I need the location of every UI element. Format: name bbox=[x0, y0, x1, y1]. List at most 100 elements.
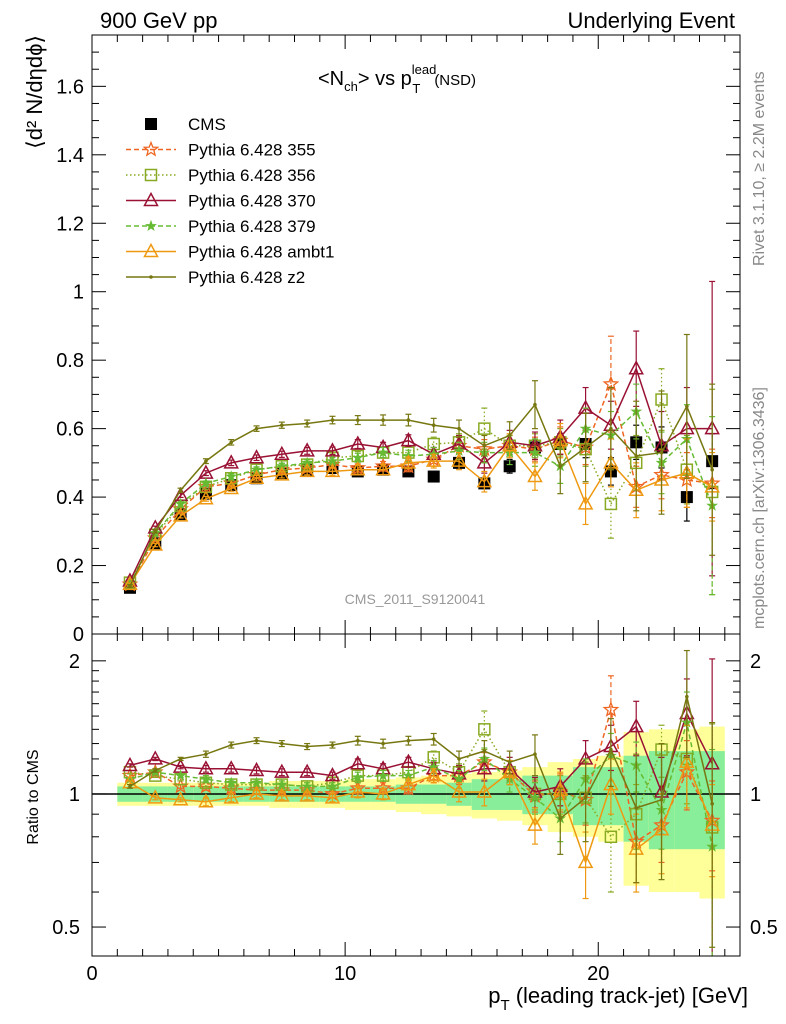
ratio-data-point bbox=[628, 718, 644, 733]
ratio-data-point bbox=[274, 763, 290, 778]
ratio-data-point bbox=[377, 769, 389, 781]
ratio-data-point bbox=[229, 743, 234, 747]
data-point bbox=[351, 451, 364, 463]
legend-entry-pythia-6-428-379: Pythia 6.428 379 bbox=[126, 217, 316, 236]
legend: CMS Pythia 6.428 355 Pythia 6.428 356 Pythi… bbox=[126, 115, 334, 287]
data-point bbox=[527, 467, 543, 483]
data-point bbox=[628, 360, 644, 375]
legend-marker bbox=[149, 275, 153, 279]
data-point bbox=[122, 575, 138, 591]
series-line bbox=[129, 366, 713, 582]
y-tick-label: 0.4 bbox=[56, 487, 84, 509]
ratio-data-point bbox=[275, 778, 288, 790]
ratio-data-point bbox=[679, 753, 695, 768]
x-tick-label: 20 bbox=[587, 963, 609, 985]
ratio-data-point bbox=[280, 741, 284, 746]
ratio-data-point bbox=[425, 767, 442, 782]
ratio-data-point bbox=[604, 830, 618, 844]
y-tick-label: 0.8 bbox=[56, 350, 84, 372]
data-point bbox=[478, 422, 491, 435]
legend-label: Pythia 6.428 379 bbox=[188, 217, 316, 236]
data-point bbox=[533, 402, 537, 407]
data-point bbox=[174, 497, 187, 510]
y-tick-label: 0 bbox=[73, 624, 84, 646]
data-point bbox=[604, 497, 618, 511]
ratio-data-point bbox=[174, 769, 187, 781]
ratio-y-tick-label-right: 1 bbox=[750, 784, 761, 806]
data-point bbox=[476, 454, 493, 469]
ratio-y-tick-label: 0.5 bbox=[52, 917, 80, 939]
analysis-watermark: CMS_2011_S9120041 bbox=[345, 591, 486, 607]
ratio-data-point bbox=[147, 750, 164, 765]
data-point bbox=[451, 452, 467, 467]
legend-marker bbox=[144, 168, 158, 182]
ratio-data-point bbox=[400, 775, 417, 791]
ratio-data-point bbox=[400, 753, 417, 768]
series-line bbox=[129, 410, 713, 585]
legend-label: Pythia 6.428 ambt1 bbox=[188, 243, 334, 262]
y-tick-label: 1.2 bbox=[56, 213, 84, 235]
y-tick-label: 0.6 bbox=[56, 419, 84, 441]
ratio-data-point bbox=[355, 738, 360, 743]
ratio-series-pythia-6-428-z2 bbox=[126, 649, 716, 948]
data-point bbox=[248, 469, 265, 485]
ratio-y-tick-label-right: 2 bbox=[750, 651, 761, 673]
data-point bbox=[153, 529, 158, 534]
ratio-data-point bbox=[381, 741, 385, 746]
ratio-data-point bbox=[330, 743, 335, 747]
data-point bbox=[529, 446, 541, 458]
series-pythia-6-428-379 bbox=[124, 383, 719, 596]
data-point bbox=[305, 421, 309, 426]
data-point bbox=[178, 488, 183, 493]
series-pythia-6-428-370 bbox=[122, 280, 720, 587]
ratio-frame bbox=[91, 633, 741, 957]
ratio-data-point bbox=[350, 783, 366, 798]
data-point bbox=[225, 470, 238, 482]
data-point bbox=[400, 454, 417, 469]
ratio-data-point bbox=[153, 768, 158, 773]
data-point bbox=[558, 464, 563, 469]
data-point bbox=[248, 449, 265, 464]
ratio-data-point bbox=[324, 789, 341, 804]
ratio-data-point bbox=[659, 797, 664, 802]
ratio-data-point bbox=[476, 783, 493, 798]
y-tick-label: 0.2 bbox=[56, 556, 84, 578]
ratio-data-point bbox=[406, 738, 411, 743]
series-line bbox=[129, 381, 713, 585]
data-point bbox=[583, 445, 588, 450]
ratio-data-point bbox=[527, 816, 543, 831]
main-chart-title: <Nch> vs plead T (NSD) bbox=[318, 62, 476, 96]
ratio-data-point bbox=[248, 785, 265, 800]
data-point bbox=[503, 460, 516, 473]
ratio-data-point bbox=[225, 776, 238, 788]
data-point bbox=[223, 454, 239, 469]
ratio-series-line bbox=[129, 722, 713, 847]
legend-entry-pythia-6-428-ambt1: Pythia 6.428 ambt1 bbox=[126, 243, 334, 262]
data-point bbox=[685, 404, 689, 409]
ratio-data-point bbox=[375, 785, 391, 800]
ratio-data-point bbox=[453, 772, 465, 785]
y-tick-label: 1 bbox=[73, 282, 84, 304]
ratio-data-point bbox=[198, 793, 214, 808]
data-point bbox=[204, 459, 208, 463]
legend-marker bbox=[145, 118, 157, 130]
legend-entry-cms: CMS bbox=[145, 115, 226, 134]
ratio-data-point bbox=[583, 796, 588, 800]
ratio-data-point bbox=[577, 853, 594, 869]
ratio-data-point bbox=[351, 771, 364, 783]
ratio-data-point bbox=[223, 760, 239, 775]
mcplots-label: mcplots.cern.ch [arXiv:1306.3436] bbox=[751, 387, 768, 629]
ratio-data-point bbox=[603, 775, 619, 791]
ratio-data-point bbox=[147, 789, 164, 804]
data-point bbox=[350, 461, 366, 476]
ratio-data-point bbox=[609, 747, 613, 752]
header-left: 900 GeV pp bbox=[100, 8, 217, 33]
data-point bbox=[507, 433, 512, 438]
legend-marker bbox=[145, 219, 157, 231]
y-tick-label: 1.6 bbox=[56, 76, 84, 98]
ratio-data-point bbox=[326, 780, 339, 792]
data-point bbox=[223, 479, 239, 495]
x-tick-label: 10 bbox=[334, 963, 356, 985]
ratio-data-point bbox=[602, 701, 620, 717]
series-pythia-6-428-z2 bbox=[126, 333, 716, 589]
